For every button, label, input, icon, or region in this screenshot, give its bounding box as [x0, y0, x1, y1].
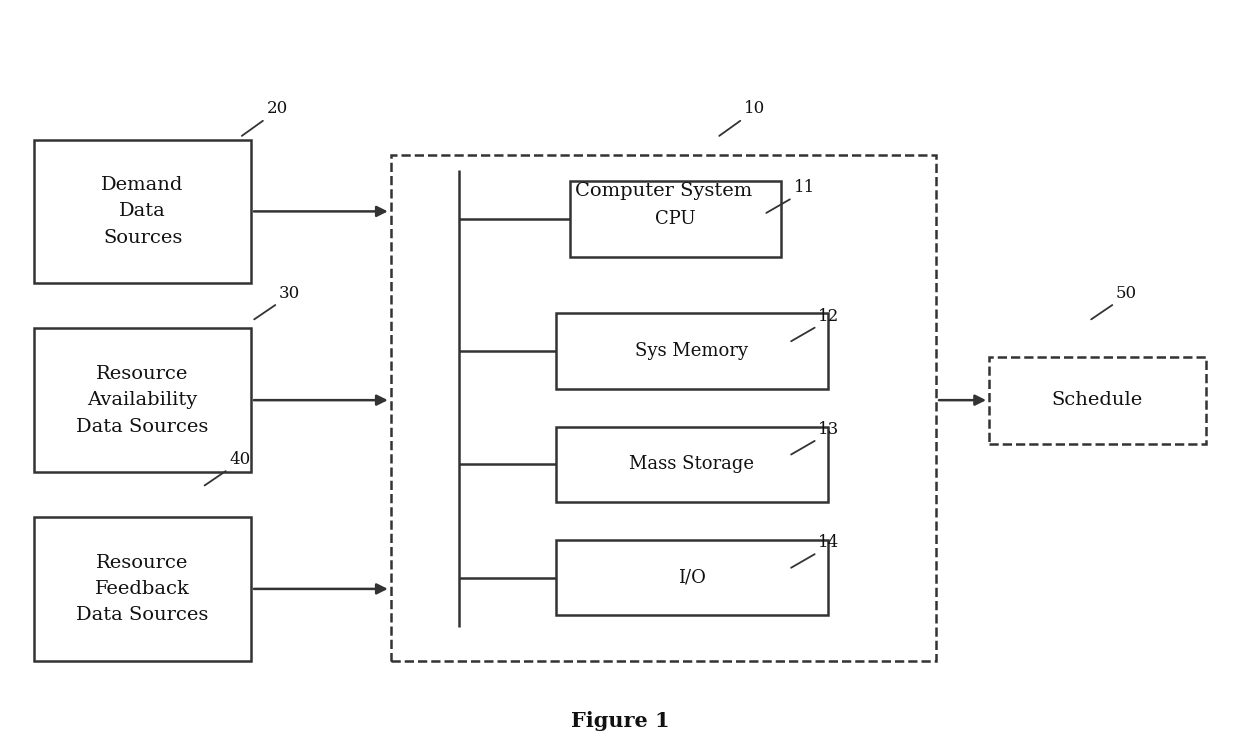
Text: 11: 11 — [794, 179, 815, 196]
Text: 40: 40 — [229, 451, 250, 468]
Text: 10: 10 — [744, 100, 765, 117]
Bar — [556, 313, 828, 389]
Text: Computer System: Computer System — [575, 182, 751, 200]
Text: Resource
Feedback
Data Sources: Resource Feedback Data Sources — [77, 553, 208, 624]
Text: Figure 1: Figure 1 — [570, 711, 670, 731]
Text: Demand
Data
Sources: Demand Data Sources — [102, 176, 184, 247]
Text: Sys Memory: Sys Memory — [635, 342, 749, 360]
Text: 20: 20 — [267, 100, 288, 117]
Text: Resource
Availability
Data Sources: Resource Availability Data Sources — [77, 365, 208, 436]
Text: 12: 12 — [818, 307, 839, 325]
Text: CPU: CPU — [656, 210, 696, 228]
Bar — [35, 517, 250, 661]
Text: 30: 30 — [279, 285, 300, 302]
Text: Mass Storage: Mass Storage — [630, 455, 754, 473]
Bar — [570, 181, 781, 257]
Text: Schedule: Schedule — [1052, 391, 1143, 409]
Text: 13: 13 — [818, 421, 839, 438]
Bar — [556, 427, 828, 502]
Text: 14: 14 — [818, 534, 839, 551]
Text: 50: 50 — [1116, 285, 1137, 302]
Bar — [391, 155, 936, 661]
Bar — [990, 357, 1205, 444]
Bar — [35, 140, 250, 283]
Bar — [556, 540, 828, 615]
Bar — [35, 328, 250, 472]
Text: I/O: I/O — [678, 569, 706, 587]
